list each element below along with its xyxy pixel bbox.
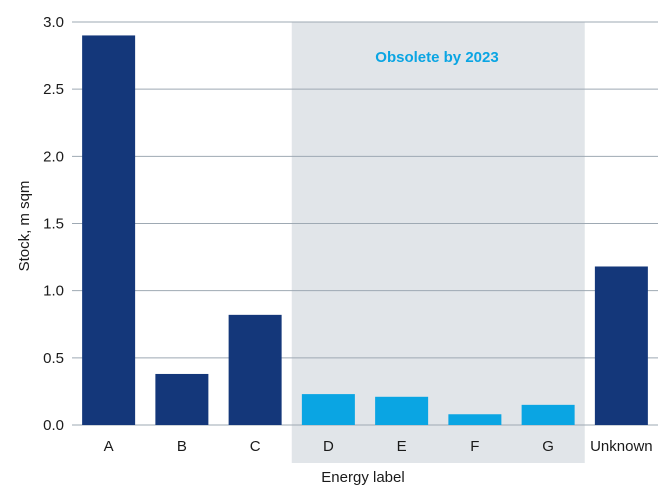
bar-e [375, 396, 429, 425]
y-axis-title: Stock, m sqm [16, 181, 33, 272]
x-tick-label-g: G [542, 438, 554, 455]
obsolete-annotation: Obsolete by 2023 [375, 49, 498, 66]
y-tick-label: 1.0 [43, 283, 64, 300]
bar-d [301, 394, 355, 425]
x-tick-label-d: D [323, 438, 334, 455]
bar-g [521, 404, 575, 425]
x-tick-label-f: F [470, 438, 479, 455]
y-tick-label: 3.0 [43, 14, 64, 31]
y-tick-label: 2.0 [43, 148, 64, 165]
y-tick-label: 2.5 [43, 81, 64, 98]
x-tick-label-a: A [104, 438, 114, 455]
bar-a [82, 35, 136, 425]
bar-f [448, 414, 502, 425]
y-tick-label: 0.5 [43, 350, 64, 367]
bar-c [228, 314, 282, 425]
obsolete-region [291, 22, 585, 463]
bar-unknown [594, 266, 648, 425]
x-tick-label-e: E [397, 438, 407, 455]
bar-b [155, 373, 209, 425]
x-axis-title: Energy label [321, 469, 404, 486]
x-tick-label-c: C [250, 438, 261, 455]
x-tick-label-unknown: Unknown [590, 438, 653, 455]
y-tick-label: 0.0 [43, 417, 64, 434]
x-tick-label-b: B [177, 438, 187, 455]
y-tick-label: 1.5 [43, 216, 64, 233]
